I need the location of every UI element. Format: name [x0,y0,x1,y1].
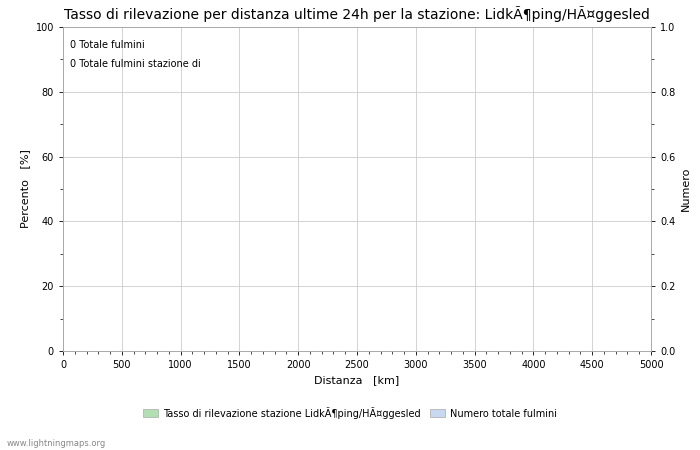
Y-axis label: Percento   [%]: Percento [%] [20,149,30,229]
Text: 0 Totale fulmini stazione di: 0 Totale fulmini stazione di [70,59,201,69]
Y-axis label: Numero: Numero [681,167,691,211]
Text: 0 Totale fulmini: 0 Totale fulmini [70,40,145,50]
X-axis label: Distanza   [km]: Distanza [km] [314,376,400,386]
Title: Tasso di rilevazione per distanza ultime 24h per la stazione: LidkÃ¶ping/HÃ¤gges: Tasso di rilevazione per distanza ultime… [64,6,650,22]
Text: www.lightningmaps.org: www.lightningmaps.org [7,439,106,448]
Legend: Tasso di rilevazione stazione LidkÃ¶ping/HÃ¤ggesled, Numero totale fulmini: Tasso di rilevazione stazione LidkÃ¶ping… [139,403,561,423]
